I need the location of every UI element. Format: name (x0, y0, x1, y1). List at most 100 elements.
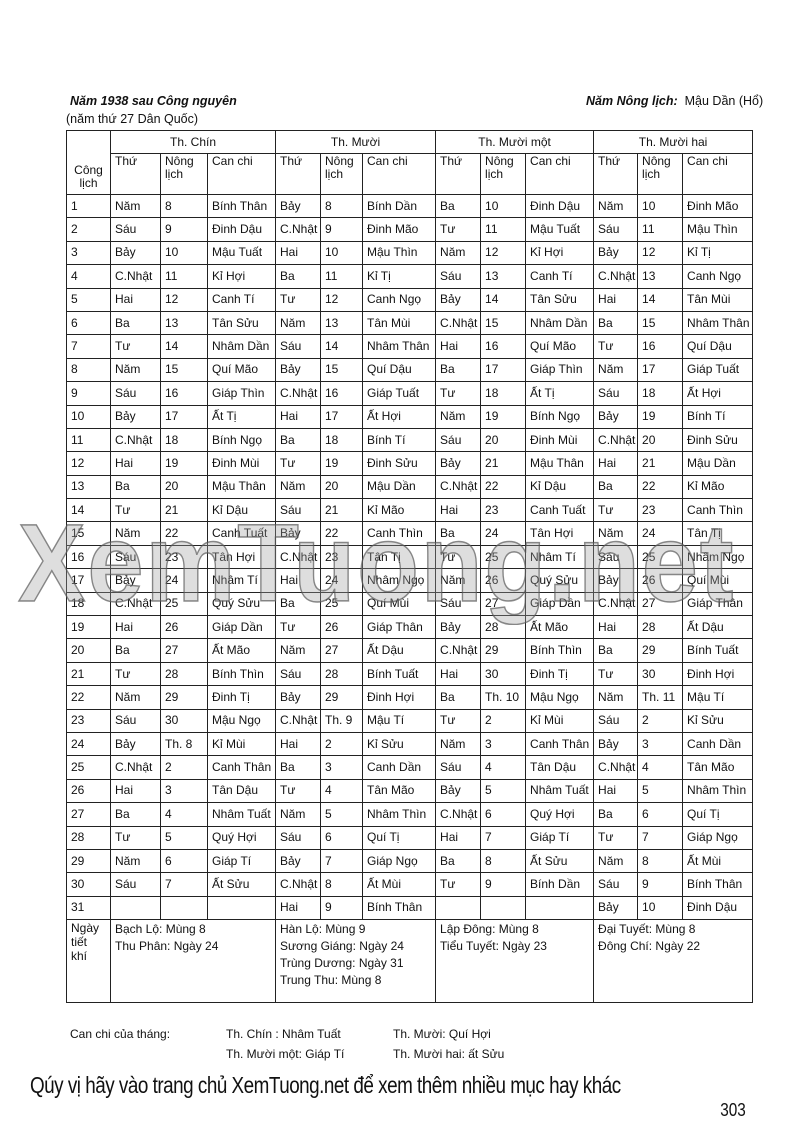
col-header-solar-date: Công lịch (66, 130, 111, 195)
can-chi-cell: Đinh Mão (361, 217, 437, 242)
can-chi-cell: Quí Mùi (682, 568, 754, 593)
can-chi-cell: Ất Mùi (682, 848, 754, 874)
weekday-cell: Hai (110, 287, 161, 312)
lunar-day-cell: 10 (637, 193, 684, 219)
can-chi-cell: Đinh Tị (525, 661, 595, 687)
can-chi-cell: Giáp Ngọ (682, 825, 754, 850)
solar-term: Đông Chí: Ngày 22 (598, 939, 701, 954)
can-chi-cell: Canh Tí (525, 264, 595, 289)
lunar-day-cell: 16 (480, 334, 527, 359)
lunar-day-cell: 25 (160, 591, 208, 617)
lunar-day-cell: 14 (160, 334, 208, 359)
lunar-day-cell: 5 (160, 825, 208, 850)
can-chi-cell: Nhâm Thìn (361, 802, 437, 827)
solar-day-cell: 10 (66, 404, 111, 429)
weekday-cell: Bảy (275, 521, 321, 546)
solar-day-cell: 5 (66, 287, 111, 312)
lunar-day-cell: 26 (637, 568, 684, 593)
weekday-cell: Năm (435, 240, 482, 266)
table-row: 16 Sáu 23 Tân Hợi C.Nhật 23 Tân Tị Tư 25 Nhâm Tí S… (66, 544, 754, 570)
sub-header: Nông lịch (320, 153, 363, 195)
weekday-cell: Tư (593, 498, 639, 523)
solar-day-cell: 26 (66, 778, 111, 804)
can-chi-cell: Quí Mùi (361, 591, 437, 617)
can-chi-cell: Đinh Sửu (682, 427, 754, 453)
month-header: Th. Mười một (435, 130, 595, 154)
weekday-cell (435, 895, 482, 921)
lunar-day-cell: 17 (320, 404, 363, 429)
solar-day-cell: 16 (66, 544, 111, 570)
can-chi-cell: Giáp Tuất (682, 357, 754, 383)
weekday-cell: C.Nhật (110, 755, 161, 780)
weekday-cell: Bảy (275, 357, 321, 383)
solar-term: Sương Giáng: Ngày 24 (280, 939, 404, 954)
solar-day-cell: 1 (66, 193, 111, 219)
lunar-day-cell: 26 (160, 615, 208, 640)
can-chi-cell: Nhâm Thân (361, 334, 437, 359)
lunar-day-cell: 10 (160, 240, 208, 266)
lunar-day-cell: 2 (637, 708, 684, 733)
can-chi-cell: Bính Dần (361, 193, 437, 219)
solar-day-cell: 29 (66, 848, 111, 874)
weekday-cell: C.Nhật (275, 708, 321, 733)
can-chi-cell: Bính Tuất (361, 661, 437, 687)
weekday-cell: Sáu (275, 498, 321, 523)
lunar-day-cell: 27 (320, 638, 363, 663)
weekday-cell: Ba (110, 310, 161, 336)
lunar-day-cell: 12 (160, 287, 208, 312)
solar-term: Lập Đông: Mùng 8 (440, 922, 539, 937)
solar-day-cell: 14 (66, 498, 111, 523)
lunar-day-cell: 29 (160, 685, 208, 710)
weekday-cell: Năm (110, 848, 161, 874)
lunar-day-cell: 29 (320, 685, 363, 710)
weekday-cell: Sáu (275, 661, 321, 687)
year-subtitle: (năm thứ 27 Dân Quốc) (66, 112, 199, 126)
can-chi-cell: Nhâm Tí (207, 568, 276, 593)
table-row: 10 Bảy 17 Ất Tị Hai 17 Ất Hợi Năm 19 Bính Ngọ Bảy 1… (66, 404, 754, 429)
solar-day-cell: 20 (66, 638, 111, 663)
lunar-day-cell: 11 (320, 264, 363, 289)
can-chi-cell: Nhâm Tí (525, 544, 595, 570)
can-chi-cell: Giáp Thìn (207, 381, 276, 406)
solar-term: Hàn Lộ: Mùng 9 (280, 922, 366, 937)
lunar-day-cell: 14 (637, 287, 684, 312)
lunar-day-cell (480, 895, 527, 921)
weekday-cell (110, 895, 161, 921)
can-chi-cell: Mậu Ngọ (207, 708, 276, 733)
lunar-day-cell: 25 (320, 591, 363, 617)
lunar-day-cell: 5 (480, 778, 527, 804)
weekday-cell: C.Nhật (110, 591, 161, 617)
weekday-cell: Tư (110, 825, 161, 850)
weekday-cell: Hai (593, 615, 639, 640)
weekday-cell: Ba (435, 521, 482, 546)
can-chi-cell: Ất Mão (525, 615, 595, 640)
weekday-cell: Ba (593, 638, 639, 663)
sub-header: Nông lịch (160, 153, 208, 195)
solar-term: Đại Tuyết: Mùng 8 (598, 922, 696, 937)
weekday-cell: Tư (110, 334, 161, 359)
solar-term: Tiểu Tuyết: Ngày 23 (440, 939, 547, 954)
can-chi-cell: Kỉ Tị (682, 240, 754, 266)
lunar-day-cell: Th. 11 (637, 685, 684, 710)
solar-terms-row: Ngày tiết khí Bạch Lộ: Mùng 8 Thu Phân: Ng… (66, 919, 754, 1004)
can-chi-cell: Kỉ Mão (682, 474, 754, 500)
solar-terms-label: Ngày tiết khí (66, 919, 111, 1004)
solar-term: Trùng Dương: Ngày 31 (280, 956, 404, 971)
table-row: 29 Năm 6 Giáp Tí Bảy 7 Giáp Ngọ Ba 8 Ất Sửu Năm 8 Ất… (66, 848, 754, 874)
site-banner: Qúy vị hãy vào trang chủ XemTuong.net để… (30, 1072, 621, 1098)
table-row: 11 C.Nhật 18 Bính Ngọ Ba 18 Bính Tí Sáu 20 Đinh M… (66, 427, 754, 453)
solar-day-cell: 30 (66, 872, 111, 897)
lunar-day-cell: 19 (637, 404, 684, 429)
weekday-cell: Ba (593, 310, 639, 336)
solar-day-cell: 23 (66, 708, 111, 733)
can-chi-cell: Đinh Hợi (361, 685, 437, 710)
sub-header: Thứ (435, 153, 482, 195)
can-chi-cell: Mậu Thìn (682, 217, 754, 242)
weekday-cell: Hai (275, 404, 321, 429)
can-chi-cell: Nhâm Tuất (525, 778, 595, 804)
sub-header: Can chi (207, 153, 276, 195)
can-chi-cell: Canh Dần (682, 731, 754, 757)
weekday-cell: Năm (593, 193, 639, 219)
weekday-cell: Năm (275, 474, 321, 500)
can-chi-cell: Canh Dần (361, 755, 437, 780)
